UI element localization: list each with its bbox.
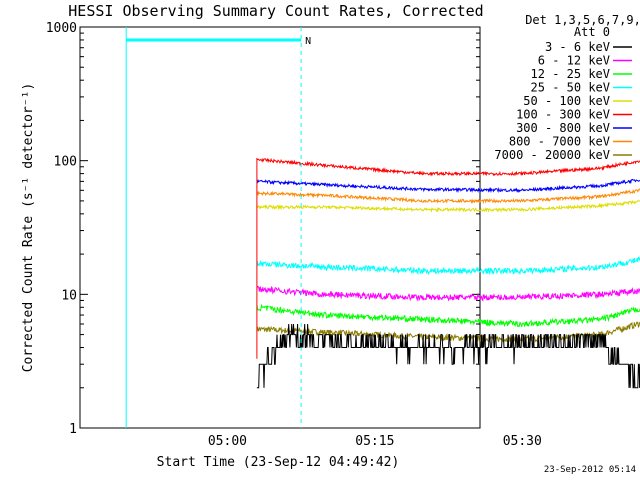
legend-label: 12 - 25 keV bbox=[531, 67, 610, 81]
series-line bbox=[256, 321, 640, 344]
series-line bbox=[256, 157, 640, 177]
legend-label: 100 - 300 keV bbox=[516, 108, 610, 122]
series-line bbox=[256, 285, 640, 302]
legend-label: 50 - 100 keV bbox=[523, 94, 610, 108]
y-tick-label: 10 bbox=[61, 288, 77, 303]
series-line bbox=[256, 303, 640, 328]
y-axis-label: Corrected Count Rate (s⁻¹ detector⁻¹) bbox=[21, 83, 36, 373]
legend-label: 3 - 6 keV bbox=[545, 40, 610, 54]
series-line bbox=[256, 178, 640, 194]
y-tick-label: 100 bbox=[54, 155, 77, 170]
series-line bbox=[256, 256, 640, 276]
legend-label: 7000 - 20000 keV bbox=[494, 148, 610, 162]
y-tick-label: 1 bbox=[69, 422, 77, 437]
series-line bbox=[256, 188, 640, 205]
y-tick-label: 1000 bbox=[46, 21, 77, 36]
x-tick-label: 05:30 bbox=[503, 434, 542, 449]
series-line bbox=[256, 323, 640, 389]
flag-label: N bbox=[305, 36, 311, 47]
legend-label: 6 - 12 keV bbox=[538, 54, 610, 68]
plot-frame bbox=[79, 26, 481, 429]
legend-header: Det 1,3,5,6,7,9, bbox=[525, 13, 640, 27]
legend-label: 25 - 50 keV bbox=[531, 81, 610, 95]
x-tick-label: 05:00 bbox=[208, 434, 247, 449]
legend-header: Att 0 bbox=[574, 25, 610, 39]
legend-label: 800 - 7000 keV bbox=[509, 135, 610, 149]
x-tick-label: 05:15 bbox=[355, 434, 394, 449]
legend-label: 300 - 800 keV bbox=[516, 121, 610, 135]
series-line bbox=[256, 199, 640, 213]
timestamp: 23-Sep-2012 05:14 bbox=[544, 465, 636, 475]
chart-title: HESSI Observing Summary Count Rates, Cor… bbox=[68, 2, 483, 20]
x-axis-label: Start Time (23-Sep-12 04:49:42) bbox=[157, 455, 400, 470]
